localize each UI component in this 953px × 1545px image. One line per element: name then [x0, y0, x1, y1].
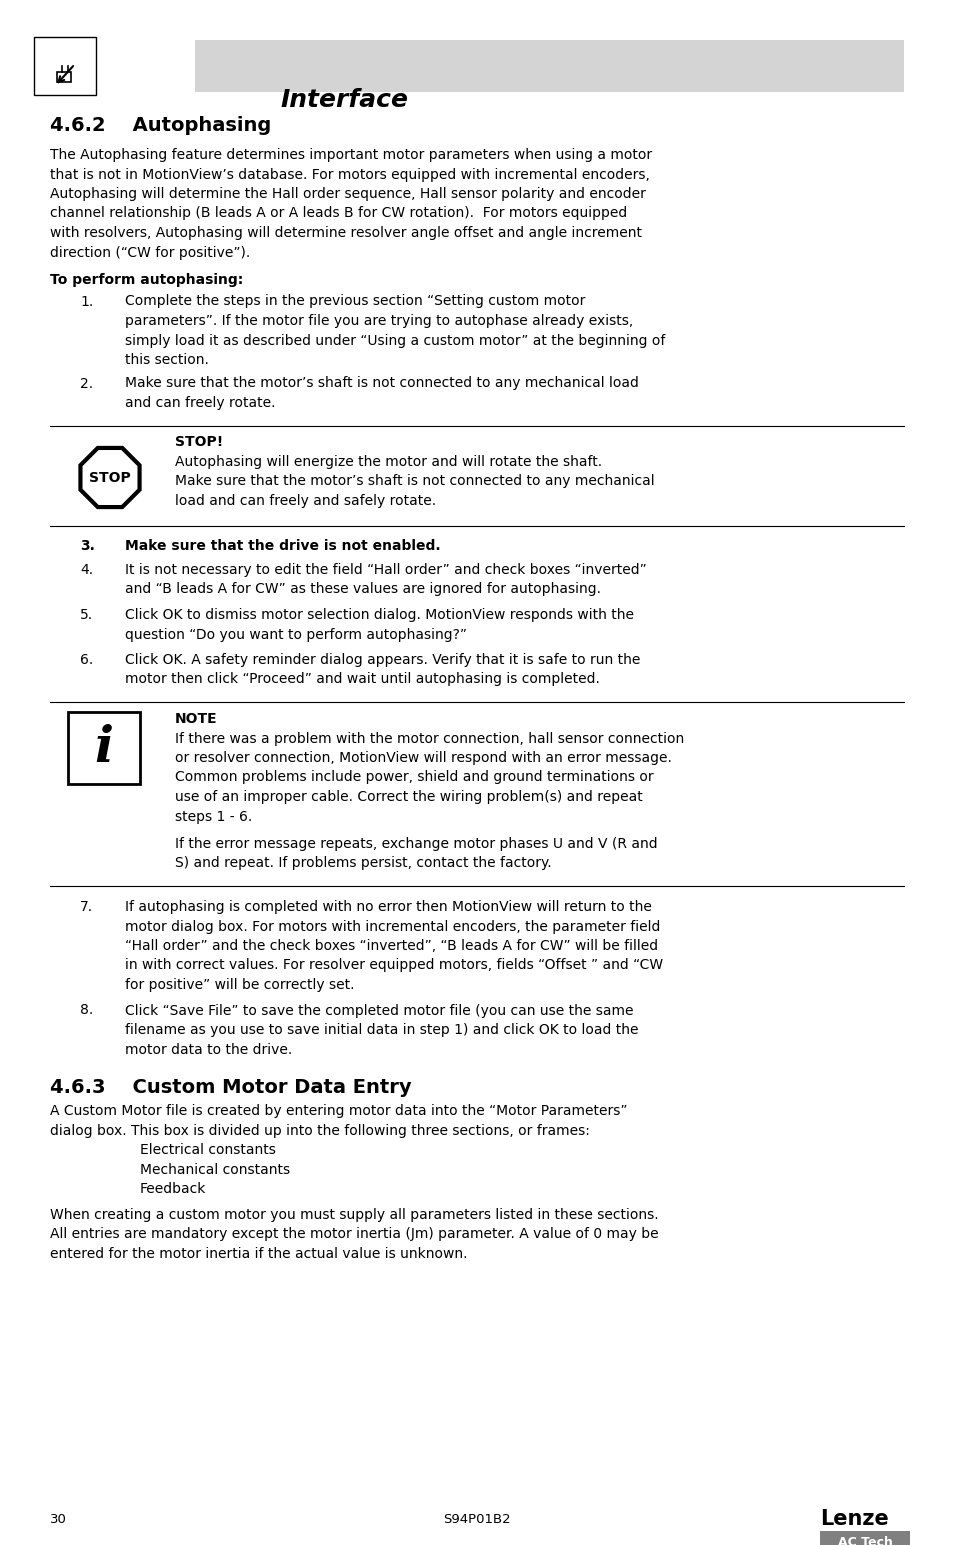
Text: question “Do you want to perform autophasing?”: question “Do you want to perform autopha…	[125, 627, 467, 641]
Text: The Autophasing feature determines important motor parameters when using a motor: The Autophasing feature determines impor…	[50, 148, 652, 162]
FancyBboxPatch shape	[68, 712, 140, 783]
Text: direction (“CW for positive”).: direction (“CW for positive”).	[50, 246, 250, 260]
Text: Click “Save File” to save the completed motor file (you can use the same: Click “Save File” to save the completed …	[125, 1004, 633, 1018]
Text: for positive” will be correctly set.: for positive” will be correctly set.	[125, 978, 355, 992]
Text: dialog box. This box is divided up into the following three sections, or frames:: dialog box. This box is divided up into …	[50, 1123, 589, 1137]
Text: 30: 30	[50, 1513, 67, 1526]
Text: Make sure that the motor’s shaft is not connected to any mechanical: Make sure that the motor’s shaft is not …	[174, 474, 654, 488]
Text: Make sure that the motor’s shaft is not connected to any mechanical load: Make sure that the motor’s shaft is not …	[125, 377, 639, 391]
Text: 3.: 3.	[80, 539, 94, 553]
Text: Electrical constants: Electrical constants	[140, 1143, 275, 1157]
Text: use of an improper cable. Correct the wiring problem(s) and repeat: use of an improper cable. Correct the wi…	[174, 789, 642, 803]
Text: motor data to the drive.: motor data to the drive.	[125, 1043, 292, 1057]
Text: steps 1 - 6.: steps 1 - 6.	[174, 810, 252, 823]
Text: When creating a custom motor you must supply all parameters listed in these sect: When creating a custom motor you must su…	[50, 1208, 658, 1222]
FancyBboxPatch shape	[194, 40, 903, 93]
Text: S94P01B2: S94P01B2	[443, 1513, 510, 1526]
Text: simply load it as described under “Using a custom motor” at the beginning of: simply load it as described under “Using…	[125, 334, 664, 348]
Text: 2.: 2.	[80, 377, 93, 391]
Text: with resolvers, Autophasing will determine resolver angle offset and angle incre: with resolvers, Autophasing will determi…	[50, 226, 641, 239]
Text: Click OK to dismiss motor selection dialog. MotionView responds with the: Click OK to dismiss motor selection dial…	[125, 609, 634, 623]
Text: in with correct values. For resolver equipped motors, fields “Offset ” and “CW: in with correct values. For resolver equ…	[125, 958, 662, 972]
FancyBboxPatch shape	[57, 73, 71, 82]
Text: 4.6.3    Custom Motor Data Entry: 4.6.3 Custom Motor Data Entry	[50, 1078, 411, 1097]
Text: 4.: 4.	[80, 562, 93, 576]
Text: If there was a problem with the motor connection, hall sensor connection: If there was a problem with the motor co…	[174, 731, 683, 746]
Text: load and can freely and safely rotate.: load and can freely and safely rotate.	[174, 494, 436, 508]
Text: If the error message repeats, exchange motor phases U and V (R and: If the error message repeats, exchange m…	[174, 837, 657, 851]
Text: Autophasing will determine the Hall order sequence, Hall sensor polarity and enc: Autophasing will determine the Hall orde…	[50, 187, 645, 201]
Text: Interface: Interface	[280, 88, 408, 111]
Text: Click OK. A safety reminder dialog appears. Verify that it is safe to run the: Click OK. A safety reminder dialog appea…	[125, 654, 639, 667]
Text: this section.: this section.	[125, 352, 209, 368]
Text: Lenze: Lenze	[820, 1509, 888, 1530]
Text: If autophasing is completed with no error then MotionView will return to the: If autophasing is completed with no erro…	[125, 901, 651, 915]
Text: Make sure that the drive is not enabled.: Make sure that the drive is not enabled.	[125, 539, 440, 553]
Text: 5.: 5.	[80, 609, 93, 623]
Text: Complete the steps in the previous section “Setting custom motor: Complete the steps in the previous secti…	[125, 295, 585, 309]
Text: channel relationship (B leads A or A leads B for CW rotation).  For motors equip: channel relationship (B leads A or A lea…	[50, 207, 626, 221]
FancyBboxPatch shape	[820, 1531, 909, 1545]
Text: “Hall order” and the check boxes “inverted”, “B leads A for CW” will be filled: “Hall order” and the check boxes “invert…	[125, 939, 658, 953]
Text: It is not necessary to edit the field “Hall order” and check boxes “inverted”: It is not necessary to edit the field “H…	[125, 562, 646, 576]
Text: Common problems include power, shield and ground terminations or: Common problems include power, shield an…	[174, 771, 653, 785]
Text: motor then click “Proceed” and wait until autophasing is completed.: motor then click “Proceed” and wait unti…	[125, 672, 599, 686]
Text: Feedback: Feedback	[140, 1182, 206, 1196]
Text: AC Tech: AC Tech	[837, 1536, 891, 1545]
Text: motor dialog box. For motors with incremental encoders, the parameter field: motor dialog box. For motors with increm…	[125, 919, 659, 933]
Text: To perform autophasing:: To perform autophasing:	[50, 273, 243, 287]
Text: 6.: 6.	[80, 654, 93, 667]
Text: that is not in MotionView’s database. For motors equipped with incremental encod: that is not in MotionView’s database. Fo…	[50, 167, 649, 181]
Text: STOP: STOP	[89, 471, 131, 485]
Text: S) and repeat. If problems persist, contact the factory.: S) and repeat. If problems persist, cont…	[174, 856, 551, 870]
Text: 4.6.2    Autophasing: 4.6.2 Autophasing	[50, 116, 271, 134]
Text: and can freely rotate.: and can freely rotate.	[125, 396, 275, 409]
Text: entered for the motor inertia if the actual value is unknown.: entered for the motor inertia if the act…	[50, 1247, 467, 1261]
Text: STOP!: STOP!	[174, 436, 223, 450]
Text: 7.: 7.	[80, 901, 93, 915]
Text: filename as you use to save initial data in step 1) and click OK to load the: filename as you use to save initial data…	[125, 1023, 638, 1037]
Text: and “B leads A for CW” as these values are ignored for autophasing.: and “B leads A for CW” as these values a…	[125, 582, 600, 596]
FancyBboxPatch shape	[34, 37, 96, 94]
Text: 8.: 8.	[80, 1004, 93, 1018]
Polygon shape	[80, 448, 139, 507]
Text: or resolver connection, MotionView will respond with an error message.: or resolver connection, MotionView will …	[174, 751, 671, 765]
Text: A Custom Motor file is created by entering motor data into the “Motor Parameters: A Custom Motor file is created by enteri…	[50, 1105, 627, 1119]
Text: Autophasing will energize the motor and will rotate the shaft.: Autophasing will energize the motor and …	[174, 454, 601, 470]
Text: parameters”. If the motor file you are trying to autophase already exists,: parameters”. If the motor file you are t…	[125, 314, 633, 328]
Text: Mechanical constants: Mechanical constants	[140, 1162, 290, 1176]
Text: 1.: 1.	[80, 295, 93, 309]
Text: i: i	[94, 723, 113, 772]
Text: All entries are mandatory except the motor inertia (Jm) parameter. A value of 0 : All entries are mandatory except the mot…	[50, 1227, 658, 1241]
Text: NOTE: NOTE	[174, 712, 217, 726]
